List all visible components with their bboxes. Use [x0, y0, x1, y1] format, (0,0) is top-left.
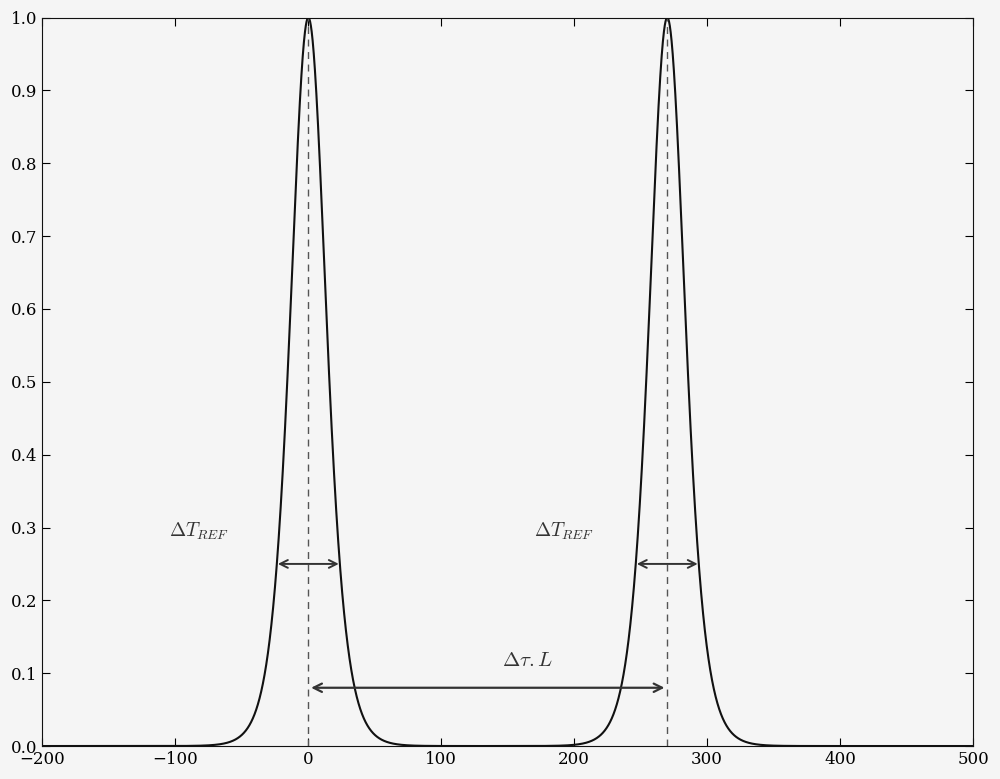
Text: $\Delta\tau . L$: $\Delta\tau . L$: [502, 650, 553, 669]
Text: $\Delta T_{REF}$: $\Delta T_{REF}$: [169, 521, 229, 542]
Text: $\Delta T_{REF}$: $\Delta T_{REF}$: [534, 521, 594, 542]
